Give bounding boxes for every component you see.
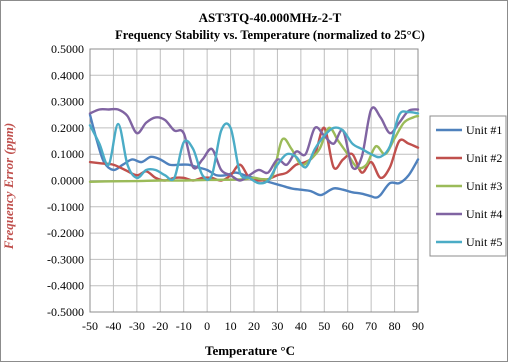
- x-tick-label: -30: [129, 319, 145, 333]
- legend-label-unit-5: Unit #5: [466, 235, 502, 249]
- chart-title: AST3TQ-40.000MHz-2-T: [199, 10, 342, 25]
- y-tick-label: -0.2000: [47, 226, 84, 240]
- x-tick-label: -10: [176, 319, 192, 333]
- x-tick-label: 20: [248, 319, 260, 333]
- x-tick-label: -40: [105, 319, 121, 333]
- legend-label-unit-1: Unit #1: [466, 123, 502, 137]
- y-tick-label: -0.3000: [47, 252, 84, 266]
- series-line-unit-2: [88, 126, 420, 182]
- y-tick-label: -0.1000: [47, 200, 84, 214]
- x-tick-label: 40: [295, 319, 307, 333]
- series-line-unit-4: [88, 106, 420, 182]
- y-tick-label: 0.4000: [51, 68, 84, 82]
- x-tick-label: 30: [271, 319, 283, 333]
- x-tick-label: -50: [82, 319, 98, 333]
- x-tick-labels: -50 -40 -30 -20 -10 0 10 20 30 40 50 60 70 80 90: [82, 319, 424, 333]
- legend-label-unit-4: Unit #4: [466, 207, 502, 221]
- x-tick-label: 80: [389, 319, 401, 333]
- y-tick-label: 0.3000: [51, 95, 84, 109]
- legend: Unit #1 Unit #2 Unit #3 Unit #4 Unit #5: [436, 123, 502, 249]
- x-tick-label: 60: [342, 319, 354, 333]
- chart-subtitle: Frequency Stability vs. Temperature (nor…: [115, 28, 425, 42]
- y-axis-label: Frequency Error (ppm): [1, 123, 16, 250]
- y-tick-label: 0.5000: [51, 42, 84, 56]
- x-axis-label: Temperature °C: [205, 343, 295, 358]
- legend-label-unit-2: Unit #2: [466, 151, 502, 165]
- plot-area-border: [89, 48, 419, 313]
- y-tick-label: 0.1000: [51, 147, 84, 161]
- legend-label-unit-3: Unit #3: [466, 179, 502, 193]
- x-tick-label: 10: [225, 319, 237, 333]
- y-tick-label: 0.0000: [51, 174, 84, 188]
- x-tick-label: 50: [318, 319, 330, 333]
- y-tick-label: -0.5000: [47, 305, 84, 319]
- series-line-unit-5: [88, 110, 420, 185]
- x-tick-label: 0: [204, 319, 210, 333]
- y-tick-label: -0.4000: [47, 279, 84, 293]
- series-lines: [88, 106, 420, 199]
- x-tick-label: 70: [365, 319, 377, 333]
- y-tick-labels: 0.5000 0.4000 0.3000 0.2000 0.1000 0.0000 -0.1…: [47, 42, 84, 319]
- x-tick-label: 90: [412, 319, 424, 333]
- y-tick-label: 0.2000: [51, 121, 84, 135]
- x-tick-label: -20: [152, 319, 168, 333]
